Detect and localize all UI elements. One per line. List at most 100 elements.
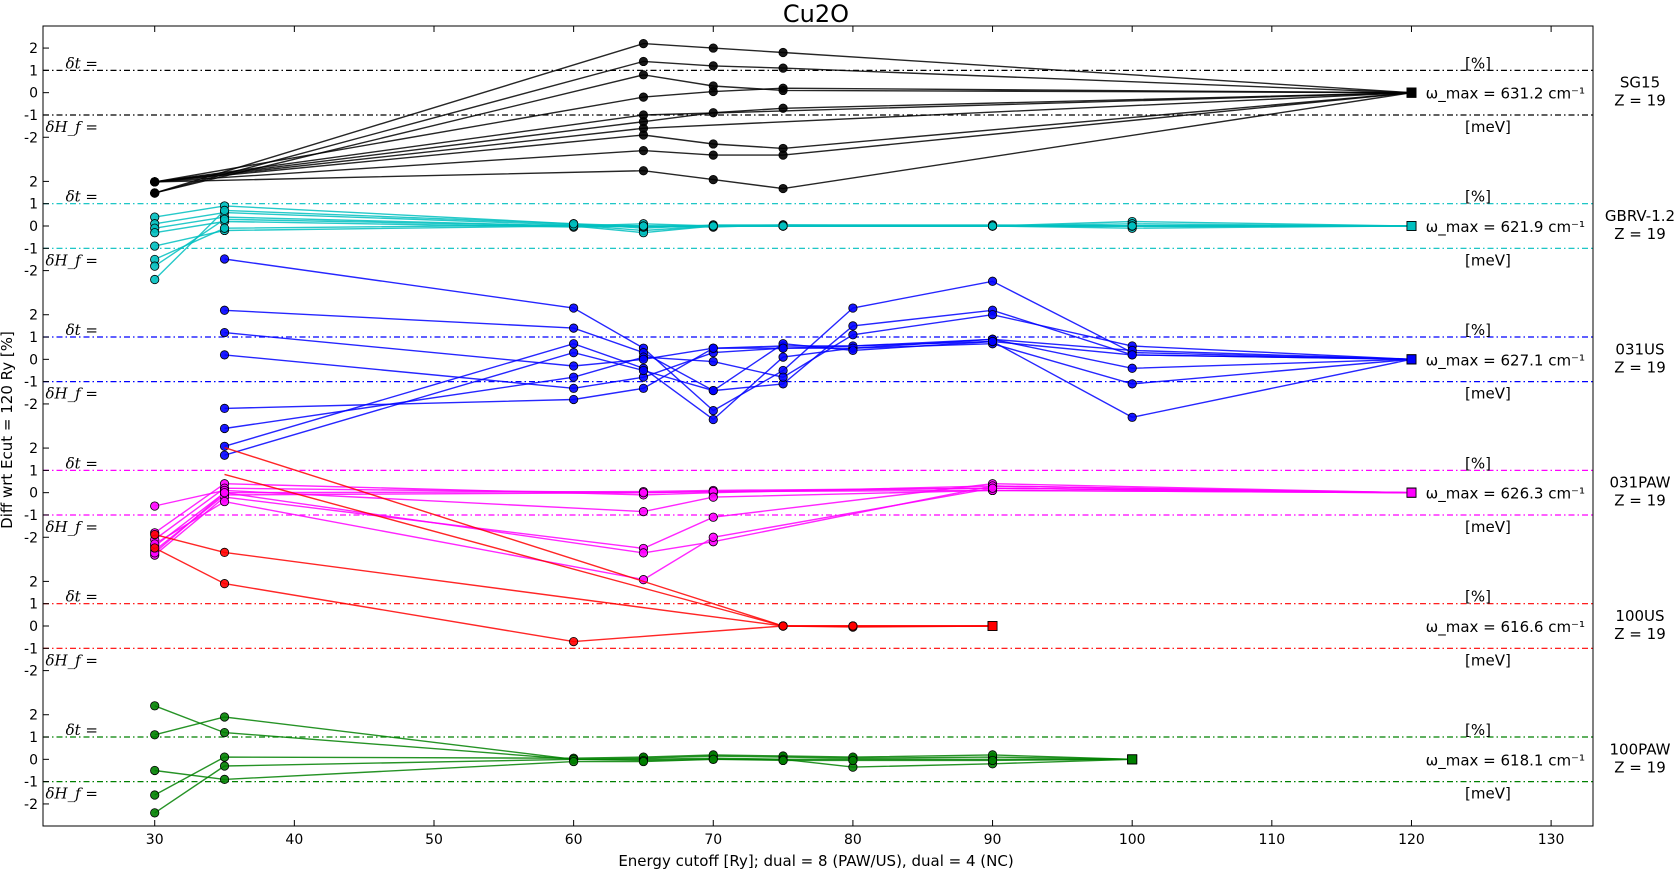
data-point <box>569 361 579 371</box>
data-point <box>778 83 788 93</box>
data-point <box>150 701 160 711</box>
data-point <box>150 274 160 285</box>
y-tick-label: 1 <box>29 63 38 79</box>
x-tick-label: 70 <box>704 832 722 848</box>
series-line <box>224 446 993 627</box>
data-point <box>778 221 788 231</box>
y-tick-label: 0 <box>29 619 38 635</box>
y-tick-label: 2 <box>29 708 38 724</box>
y-tick-label: 2 <box>29 308 38 324</box>
panel-name: 031PAW <box>1610 474 1671 492</box>
data-point <box>987 483 998 493</box>
data-point <box>638 507 649 517</box>
panel-name: 100PAW <box>1610 740 1671 758</box>
data-point <box>219 547 230 558</box>
data-point <box>778 63 788 73</box>
mev-unit: [meV] <box>1465 518 1511 536</box>
data-point <box>778 150 788 160</box>
x-tick-label: 130 <box>1538 832 1565 848</box>
data-point <box>219 423 230 434</box>
percent-unit: [%] <box>1465 188 1491 206</box>
data-point <box>638 146 649 156</box>
data-point <box>150 228 160 238</box>
delta-t-label: δt = <box>66 721 98 739</box>
x-tick-label: 50 <box>425 832 443 848</box>
data-point <box>219 761 230 771</box>
x-tick-label: 110 <box>1258 832 1285 848</box>
data-point <box>569 339 579 349</box>
data-point <box>150 543 160 553</box>
data-point <box>848 330 858 340</box>
omega-max-label: ω_max = 616.6 cm⁻¹ <box>1426 618 1585 637</box>
data-point <box>638 383 649 393</box>
y-tick-label: -1 <box>24 375 38 391</box>
omega-max-label: ω_max = 627.1 cm⁻¹ <box>1426 351 1585 370</box>
panel-z: Z = 19 <box>1614 92 1665 110</box>
series-line <box>154 489 1412 513</box>
series-line <box>224 258 1412 412</box>
data-point <box>569 372 579 382</box>
data-point <box>1127 363 1137 373</box>
data-point <box>708 532 718 542</box>
omega-max-label: ω_max = 621.9 cm⁻¹ <box>1426 218 1585 237</box>
omega-max-label: ω_max = 618.1 cm⁻¹ <box>1426 751 1585 770</box>
data-point <box>150 241 160 251</box>
delta-hf-label: δH_f = <box>46 251 99 269</box>
reference-point <box>1406 221 1417 231</box>
delta-t-label: δt = <box>66 321 98 339</box>
y-tick-label: -2 <box>24 797 38 813</box>
data-point <box>638 221 649 231</box>
delta-t-label: δt = <box>66 54 98 72</box>
data-point <box>638 166 649 176</box>
x-tick-label: 80 <box>844 832 862 848</box>
data-point <box>708 356 718 367</box>
reference-point <box>1127 754 1138 765</box>
x-tick-label: 120 <box>1398 832 1425 848</box>
data-point <box>150 790 160 800</box>
mev-unit: [meV] <box>1465 251 1511 269</box>
data-point <box>569 756 579 767</box>
series-line <box>154 487 1412 581</box>
percent-unit: [%] <box>1465 721 1491 739</box>
data-point <box>708 43 718 53</box>
data-point <box>848 621 858 631</box>
percent-unit: [%] <box>1465 588 1491 606</box>
data-point <box>848 321 858 331</box>
data-point <box>569 219 579 229</box>
series-line <box>154 758 1133 814</box>
y-tick-label: -1 <box>24 641 38 657</box>
delta-t-label: δt = <box>66 188 98 206</box>
data-point <box>1127 350 1137 360</box>
series-line <box>224 340 1412 456</box>
reference-point <box>1406 487 1417 498</box>
series-line <box>154 485 1412 554</box>
data-point <box>848 345 858 356</box>
delta-t-label: δt = <box>66 588 98 606</box>
data-point <box>219 579 230 589</box>
data-point <box>708 414 718 425</box>
data-point <box>848 303 858 313</box>
mev-unit: [meV] <box>1465 118 1511 136</box>
y-tick-label: -2 <box>24 264 38 280</box>
y-tick-label: -1 <box>24 241 38 257</box>
delta-hf-label: δH_f = <box>46 785 99 803</box>
axes-frame <box>42 25 1594 827</box>
y-tick-label: -1 <box>24 775 38 791</box>
data-point <box>708 86 718 97</box>
delta-hf-label: δH_f = <box>46 651 99 669</box>
data-point <box>219 727 230 738</box>
y-tick-label: 0 <box>29 352 38 368</box>
data-point <box>1127 379 1137 389</box>
panel-z: Z = 19 <box>1614 225 1665 243</box>
data-point <box>638 70 649 80</box>
data-point <box>150 501 160 511</box>
y-tick-label: 1 <box>29 597 38 613</box>
data-point <box>708 406 718 416</box>
data-point <box>778 343 788 353</box>
y-tick-label: -2 <box>24 530 38 546</box>
data-point <box>219 305 230 315</box>
y-tick-label: -1 <box>24 108 38 124</box>
y-tick-label: -2 <box>24 664 38 680</box>
data-point <box>638 354 649 364</box>
data-point <box>569 394 579 405</box>
